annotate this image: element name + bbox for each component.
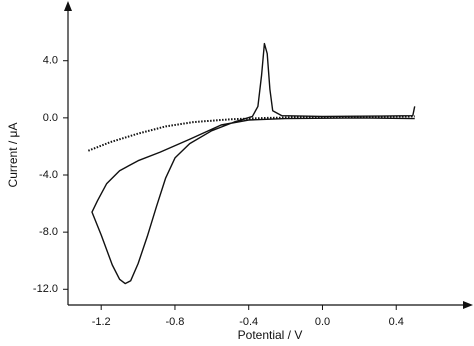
x-tick-label: -0.4: [239, 316, 258, 328]
y-tick-label: -8.0: [39, 226, 58, 238]
y-tick-label: 4.0: [43, 55, 58, 67]
y-tick-label: -12.0: [33, 283, 58, 295]
y-axis-arrow: [64, 1, 72, 11]
x-tick-label: 0.0: [315, 316, 330, 328]
x-tick-label: 0.4: [389, 316, 404, 328]
y-axis-title: Current / μA: [6, 123, 20, 188]
x-tick-label: -1.2: [92, 316, 111, 328]
series-line: [87, 115, 415, 152]
series-line: [91, 42, 416, 285]
x-axis-title: Potential / V: [238, 328, 303, 342]
y-tick-label: -4.0: [39, 169, 58, 181]
x-axis-arrow: [463, 301, 473, 309]
x-tick-label: -0.8: [165, 316, 184, 328]
y-tick-label: 0.0: [43, 112, 58, 124]
